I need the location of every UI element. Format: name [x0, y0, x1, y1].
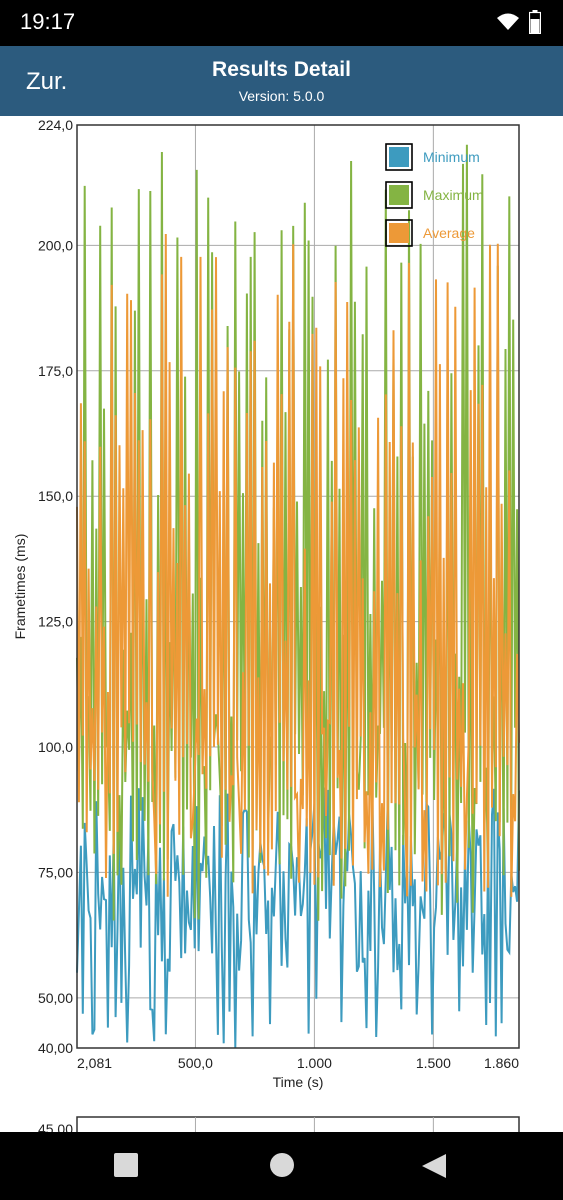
y-tick-label: 50,00 — [38, 990, 73, 1006]
results-content[interactable]: 224,0 200,0 175,0 150,0 125,0 100,0 75,00 50,00… — [0, 116, 563, 1132]
x-tick-label: 1.500 — [416, 1055, 451, 1071]
legend-swatch-frame — [385, 143, 413, 171]
frametimes-chart: 224,0 200,0 175,0 150,0 125,0 100,0 75,00 50,00… — [12, 117, 520, 1132]
page-title: Results Detail — [212, 58, 351, 81]
back-button[interactable]: Zur. — [26, 68, 68, 95]
plot-area-border — [76, 124, 520, 1049]
legend-swatch-frame — [385, 181, 413, 209]
y-axis-title: Frametimes (ms) — [12, 534, 28, 640]
x-tick-label: 1.000 — [297, 1055, 332, 1071]
status-bar: 19:17 — [0, 0, 563, 46]
square-recents-icon[interactable] — [113, 1152, 139, 1178]
version-label: Version: 5.0.0 — [238, 88, 325, 104]
y-tick-label: 175,0 — [38, 363, 73, 379]
legend-swatch — [389, 147, 409, 167]
legend-label: Average — [423, 225, 475, 241]
y-tick-label: 45,00 — [38, 1121, 73, 1132]
x-tick-label: 1.860 — [484, 1055, 519, 1071]
legend-swatch — [389, 223, 409, 243]
battery-icon — [529, 10, 541, 34]
y-tick-label: 40,00 — [38, 1040, 73, 1056]
y-tick-label: 100,0 — [38, 739, 73, 755]
y-tick-label: 150,0 — [38, 488, 73, 504]
series-line-average — [76, 233, 520, 897]
legend-label: Minimum — [423, 149, 480, 165]
x-axis-title: Time (s) — [273, 1074, 324, 1090]
status-time: 19:17 — [20, 9, 76, 34]
legend-label: Maximum — [423, 187, 484, 203]
triangle-back-icon[interactable] — [420, 1152, 448, 1180]
system-nav-bar — [0, 1132, 563, 1200]
circle-home-icon[interactable] — [269, 1152, 295, 1178]
y-tick-label: 75,00 — [38, 864, 73, 880]
status-icons — [497, 10, 541, 34]
legend-swatch — [389, 185, 409, 205]
legend-swatch-frame — [385, 219, 413, 247]
y-tick-label: 200,0 — [38, 237, 73, 253]
app-header: Zur. Results Detail Version: 5.0.0 — [0, 46, 563, 116]
second-chart-border — [76, 1116, 520, 1132]
x-tick-label: 500,0 — [178, 1055, 213, 1071]
x-tick-label: 2,081 — [77, 1055, 112, 1071]
wifi-icon — [497, 13, 519, 30]
y-tick-label: 224,0 — [38, 117, 73, 133]
y-tick-label: 125,0 — [38, 614, 73, 630]
